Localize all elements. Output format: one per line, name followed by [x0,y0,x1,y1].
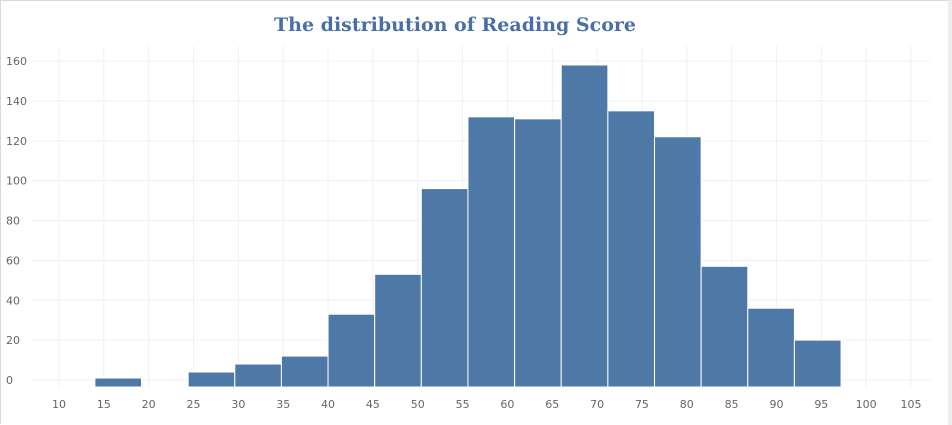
y-axis-ticks: 0 20 40 60 80 100 120 140 160 [6,55,27,387]
x-tick-label: 65 [545,398,559,411]
window-edge [948,0,952,425]
x-tick-label: 95 [814,398,828,411]
histogram-bar [327,313,376,388]
histogram-bar [560,64,609,388]
x-tick-label: 100 [856,398,877,411]
x-tick-label: 50 [411,398,425,411]
x-tick-label: 90 [769,398,783,411]
histogram-bar [94,377,143,388]
histogram-bar [514,118,562,388]
x-tick-label: 60 [500,398,514,411]
x-axis-ticks: 10 15 20 25 30 35 40 45 50 55 60 65 70 75 80 85 90 95 100 1… [52,398,922,411]
histogram-bar [467,116,516,388]
y-tick-label: 20 [6,334,20,347]
y-tick-label: 60 [6,254,20,267]
y-tick-label: 140 [6,95,27,108]
x-tick-label: 55 [456,398,470,411]
x-tick-label: 10 [52,398,66,411]
x-tick-label: 30 [231,398,245,411]
y-tick-label: 120 [6,135,27,148]
x-tick-label: 75 [635,398,649,411]
y-tick-label: 160 [6,55,27,68]
x-tick-label: 35 [276,398,290,411]
histogram-bar [374,273,422,388]
y-tick-label: 80 [6,215,20,228]
x-tick-label: 20 [142,398,156,411]
x-tick-label: 45 [366,398,380,411]
histogram-bar [793,339,842,388]
x-tick-label: 80 [680,398,694,411]
histogram-bar [747,307,795,388]
bars [94,64,842,388]
histogram-bar [280,355,329,388]
x-tick-label: 25 [187,398,201,411]
x-tick-label: 70 [590,398,604,411]
y-tick-label: 0 [6,374,13,387]
x-tick-label: 105 [901,398,922,411]
chart-title: The distribution of Reading Score [274,14,636,36]
histogram-bar [700,265,749,388]
histogram-bar [187,371,236,388]
x-tick-label: 15 [97,398,111,411]
histogram-bar [654,136,702,388]
histogram-bar [420,188,469,388]
x-tick-label: 85 [725,398,739,411]
x-tick-label: 40 [321,398,335,411]
histogram-bar [607,110,656,388]
y-tick-label: 40 [6,294,20,307]
histogram-bar [234,363,282,388]
y-tick-label: 100 [6,175,27,188]
